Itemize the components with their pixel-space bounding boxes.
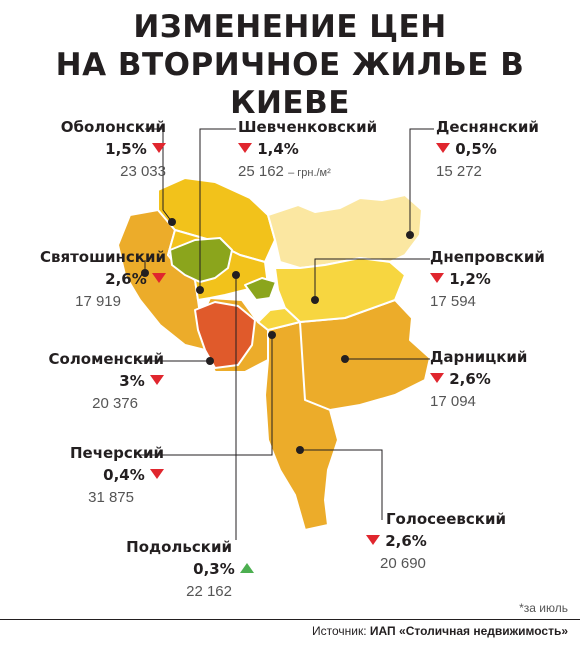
district-name: Подольский <box>126 538 232 556</box>
price-value: 15 272 <box>436 163 482 180</box>
change-value: 3% <box>119 372 145 390</box>
change-value: 0,4% <box>103 466 145 484</box>
leader-dot-shevchenkovsky <box>196 286 204 294</box>
price-value: 25 162 – грн./м² <box>238 164 377 179</box>
price-change: 2,6% <box>366 534 506 549</box>
source-prefix: Источник: <box>312 624 367 638</box>
price-change: 2,6% <box>430 372 527 387</box>
change-value: 1,4% <box>257 140 299 158</box>
price-value: 23 033 <box>120 163 166 180</box>
change-value: 0,5% <box>455 140 497 158</box>
title-line-2: НА ВТОРИЧНОЕ ЖИЛЬЕ В КИЕВЕ <box>55 47 525 121</box>
district-name: Деснянский <box>436 118 539 136</box>
district-obolonsky[interactable] <box>157 177 276 263</box>
price-change: 3% <box>10 374 164 389</box>
price-value: 20 376 <box>92 395 138 412</box>
price-value: 20 690 <box>380 555 426 572</box>
district-name: Оболонский <box>60 118 166 136</box>
label-darnitsky: Дарницкий 2,6% 17 094 <box>430 350 527 409</box>
title-line-1: ИЗМЕНЕНИЕ ЦЕН <box>133 9 447 45</box>
price-change: 1,2% <box>430 272 545 287</box>
price-change: 0,3% <box>100 562 254 577</box>
leader-shevchenkovsky <box>199 128 236 290</box>
price-value: 17 919 <box>75 293 121 310</box>
leader-dot-dneprovsky <box>311 296 319 304</box>
leader-dot-solomensky <box>206 357 214 365</box>
district-name: Шевченковский <box>238 118 378 136</box>
leader-obolonsky <box>145 128 173 223</box>
change-value: 2,6% <box>385 532 427 550</box>
district-dneprovsky[interactable] <box>274 257 406 323</box>
label-obolonsky: Оболонский 1,5% 23 033 <box>20 120 166 179</box>
price-change: 0,4% <box>20 468 164 483</box>
leader-dot-svyatoshinsky <box>141 269 149 277</box>
district-pechersky[interactable] <box>257 307 301 331</box>
price-change: 0,5% <box>436 142 539 157</box>
leader-pechersky <box>140 335 273 456</box>
change-value: 1,2% <box>449 270 491 288</box>
source-line: Источник: ИАП «Столичная недвижимость» <box>312 624 568 638</box>
district-solomensky-red[interactable] <box>194 301 256 369</box>
district-podolsky[interactable] <box>169 237 233 283</box>
leader-dot-goloseevsky <box>296 446 304 454</box>
change-value: 1,5% <box>105 140 147 158</box>
arrow-down-icon <box>152 273 166 283</box>
price-value: 17 094 <box>430 393 476 410</box>
arrow-down-icon <box>430 373 444 383</box>
leader-dot-obolonsky <box>168 218 176 226</box>
leader-dot-pechersky <box>268 331 276 339</box>
arrow-up-icon <box>240 563 254 573</box>
change-value: 2,6% <box>105 270 147 288</box>
label-solomensky: Соломенский 3% 20 376 <box>10 352 164 411</box>
district-name: Голосеевский <box>386 510 506 528</box>
label-pechersky: Печерский 0,4% 31 875 <box>20 446 164 505</box>
leader-goloseevsky <box>300 449 383 520</box>
arrow-down-icon <box>238 143 252 153</box>
price-change: 2,6% <box>0 272 166 287</box>
label-desnyansky: Деснянский 0,5% 15 272 <box>436 120 539 179</box>
label-shevchenkovsky: Шевченковский 1,4% 25 162 – грн./м² <box>238 120 377 179</box>
price-value: 31 875 <box>88 489 134 506</box>
arrow-down-icon <box>152 143 166 153</box>
label-svyatoshinsky: Святошинский 2,6% 17 919 <box>0 250 166 309</box>
leader-dneprovsky <box>314 258 430 300</box>
district-desnyansky[interactable] <box>267 194 423 269</box>
district-name: Днепровский <box>430 248 545 266</box>
district-goloseevsky[interactable] <box>264 321 339 531</box>
arrow-down-icon <box>150 375 164 385</box>
price-change: 1,5% <box>20 142 166 157</box>
price-unit: – грн./м² <box>288 167 331 179</box>
arrow-down-icon <box>436 143 450 153</box>
district-name: Дарницкий <box>430 348 528 366</box>
arrow-down-icon <box>150 469 164 479</box>
price-value: 17 594 <box>430 293 476 310</box>
label-goloseevsky: Голосеевский 2,6% 20 690 <box>366 510 506 571</box>
arrow-down-icon <box>430 273 444 283</box>
district-name: Соломенский <box>48 350 165 368</box>
leader-desnyansky <box>409 128 434 235</box>
footer-divider <box>0 619 580 620</box>
arrow-down-icon <box>366 535 380 545</box>
source-name: ИАП «Столичная недвижимость» <box>369 624 568 638</box>
price-value: 22 162 <box>186 583 232 600</box>
leader-dot-desnyansky <box>406 231 414 239</box>
district-name: Святошинский <box>39 248 166 266</box>
district-podolsky-2[interactable] <box>244 277 277 301</box>
price-number: 25 162 <box>238 163 284 180</box>
leader-dot-podolsky <box>232 271 240 279</box>
change-value: 2,6% <box>449 370 491 388</box>
label-dneprovsky: Днепровский 1,2% 17 594 <box>430 250 545 309</box>
change-value: 0,3% <box>193 560 235 578</box>
price-change: 1,4% <box>238 142 377 157</box>
label-podolsky: Подольский 0,3% 22 162 <box>100 538 254 600</box>
footnote: *за июль <box>519 601 568 615</box>
district-name: Печерский <box>69 444 164 462</box>
leader-dot-darnitsky <box>341 355 349 363</box>
